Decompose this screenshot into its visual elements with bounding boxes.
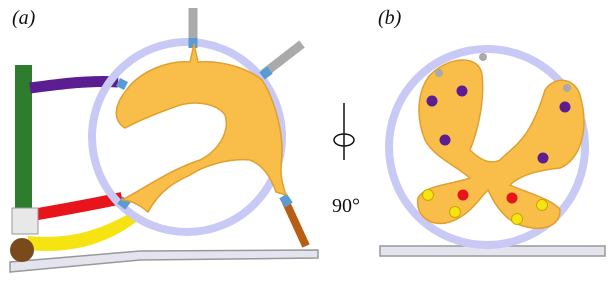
organoid [116, 44, 286, 212]
panel-b: (b) [378, 7, 605, 256]
rotation-label: 90° [332, 195, 360, 217]
panel-label: (a) [12, 7, 36, 29]
connector [12, 208, 38, 234]
base-plate [10, 250, 318, 272]
figure: (a) 90° (b) [0, 0, 609, 289]
brown-knob [10, 238, 34, 262]
panel-a: (a) [10, 7, 318, 272]
green-bar [15, 65, 32, 215]
rotation: 90° [332, 103, 360, 217]
panel-label: (b) [378, 7, 402, 29]
